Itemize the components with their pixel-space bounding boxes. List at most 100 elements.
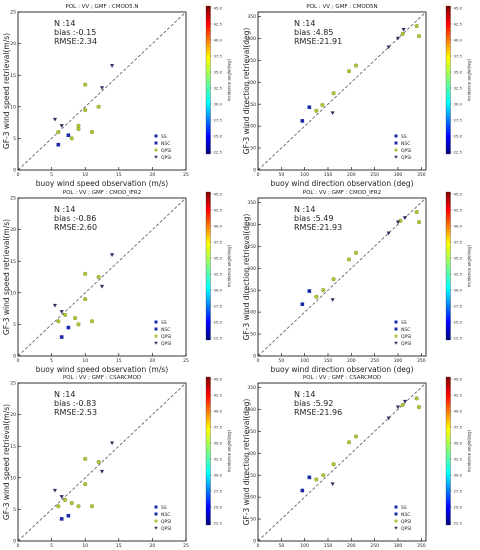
plot-frame <box>17 11 187 171</box>
legend-marker <box>154 512 158 516</box>
data-point-qpsi-a <box>69 136 74 141</box>
x-tick-label: 150 <box>324 358 333 364</box>
y-tick-label: 0 <box>253 539 256 545</box>
x-tick-label: 200 <box>347 172 356 178</box>
stat-bias: bias :-0.15 <box>54 28 96 37</box>
colorbar-tick-label: 42.5 <box>214 207 223 212</box>
y-tick-label: 100 <box>247 124 256 130</box>
data-point-qpsi-b <box>52 488 58 493</box>
x-tick-label: 0 <box>257 543 260 549</box>
colorbar-tick-label: 37.5 <box>454 239 463 244</box>
colorbar-label: incidence angle(deg) <box>227 58 232 101</box>
stat-n: N :14 <box>294 19 315 28</box>
stat-n: N :14 <box>54 205 75 214</box>
legend-label: QPSI <box>161 155 171 161</box>
data-point-qpsi-b <box>386 231 391 236</box>
x-tick-label: 300 <box>394 358 403 364</box>
data-point-qpsi-a <box>353 63 359 68</box>
x-tick-label: 300 <box>394 543 403 549</box>
colorbar-tick-label: 40.0 <box>214 37 223 42</box>
legend-label: QPSI <box>161 519 171 525</box>
legend-marker <box>394 320 398 324</box>
y-tick-label: 0 <box>253 354 256 360</box>
legend-label: QPSI <box>401 334 411 340</box>
stat-bias: bias :-0.83 <box>54 399 96 408</box>
data-point-qpsi-a <box>83 82 88 87</box>
x-tick-label: 350 <box>417 358 426 364</box>
colorbar-tick-label: 30.0 <box>214 101 223 106</box>
data-point-qpsi-a <box>56 319 61 324</box>
x-tick-label: 250 <box>370 358 379 364</box>
x-tick-label: 100 <box>300 172 309 178</box>
x-tick-label: 0 <box>17 358 20 364</box>
chart-title: POL : VV ; GMF : CMOD5N <box>306 4 377 10</box>
legend-label: NSC <box>401 327 410 333</box>
x-tick-label: 250 <box>370 172 379 178</box>
one-to-one-line <box>17 382 187 542</box>
legend-label: NSC <box>401 141 410 147</box>
x-tick-label: 250 <box>370 543 379 549</box>
data-point-qpsi-a <box>73 316 78 321</box>
data-point-qpsi-a <box>346 257 352 262</box>
legend-label: NSC <box>161 327 170 333</box>
y-tick-label: 15 <box>10 73 16 79</box>
y-tick-label: 5 <box>13 507 16 513</box>
data-point-qpsi-a <box>346 69 352 74</box>
y-tick-label: 15 <box>10 259 16 265</box>
data-point-qpsi-a <box>321 288 326 293</box>
data-point-qpsi-a <box>83 456 88 461</box>
plot-frame <box>257 197 427 357</box>
data-point-qpsi-b <box>330 111 335 116</box>
y-tick-label: 5 <box>13 136 16 142</box>
y-tick-label: 25 <box>10 196 16 202</box>
y-tick-label: 200 <box>247 266 256 272</box>
stat-rmse: RMSE:21.91 <box>294 37 342 46</box>
stat-n: N :14 <box>294 205 315 214</box>
data-point-qpsi-a <box>331 91 336 96</box>
colorbar-tick-label: 25.0 <box>454 133 463 138</box>
data-point-qpsi-a <box>96 459 101 465</box>
data-point-qpsi-a <box>416 220 422 225</box>
colorbar-tick-label: 25.0 <box>454 504 463 509</box>
data-point-qpsi-a <box>76 123 81 128</box>
colorbar-tick-label: 27.5 <box>454 488 463 493</box>
data-point-qpsi-a <box>320 102 325 108</box>
stat-n: N :14 <box>54 19 75 28</box>
data-point-qpsi-a <box>56 130 61 135</box>
colorbar-tick-label: 35.0 <box>214 255 223 260</box>
data-point-qpsi-a <box>314 294 319 299</box>
legend-marker <box>154 526 158 530</box>
data-point-qpsi-b <box>52 117 58 122</box>
colorbar-tick-label: 37.5 <box>214 53 223 58</box>
legend-marker <box>154 334 158 338</box>
legend-label: SS <box>161 320 167 326</box>
legend-label: QPSI <box>401 148 411 154</box>
data-point-ss <box>300 488 305 493</box>
y-tick-label: 0 <box>13 168 16 174</box>
data-point-qpsi-a <box>331 277 336 282</box>
x-tick-label: 100 <box>300 358 309 364</box>
colorbar-tick-label: 27.5 <box>454 303 463 308</box>
panel-dir-cmodifr2: POL : VV ; GMF : CMOD_IFR2 0 50 100 150 200 25… <box>242 190 472 374</box>
stat-bias: bias :5.49 <box>294 214 333 223</box>
y-axis-label: GF-3 wind direction retrieval(deg) <box>242 28 251 155</box>
x-tick-label: 50 <box>278 172 284 178</box>
colorbar-tick-label: 22.5 <box>214 335 223 340</box>
y-tick-label: 15 <box>10 444 16 450</box>
x-tick-label: 50 <box>278 543 284 549</box>
x-tick-label: 25 <box>183 172 189 178</box>
data-point-qpsi-b <box>99 469 105 474</box>
y-tick-label: 0 <box>13 354 16 360</box>
x-tick-label: 50 <box>278 358 284 364</box>
colorbar-tick-label: 35.0 <box>454 69 463 74</box>
plot-frame <box>257 382 427 542</box>
y-tick-label: 200 <box>247 80 256 86</box>
data-point-qpsi-a <box>414 23 419 29</box>
data-point-qpsi-a <box>89 319 94 324</box>
colorbar-tick-label: 42.5 <box>214 392 223 397</box>
legend-marker <box>394 512 398 516</box>
legend-label: NSC <box>161 141 170 147</box>
stat-n: N :14 <box>294 390 315 399</box>
colorbar-tick-label: 30.0 <box>454 287 463 292</box>
